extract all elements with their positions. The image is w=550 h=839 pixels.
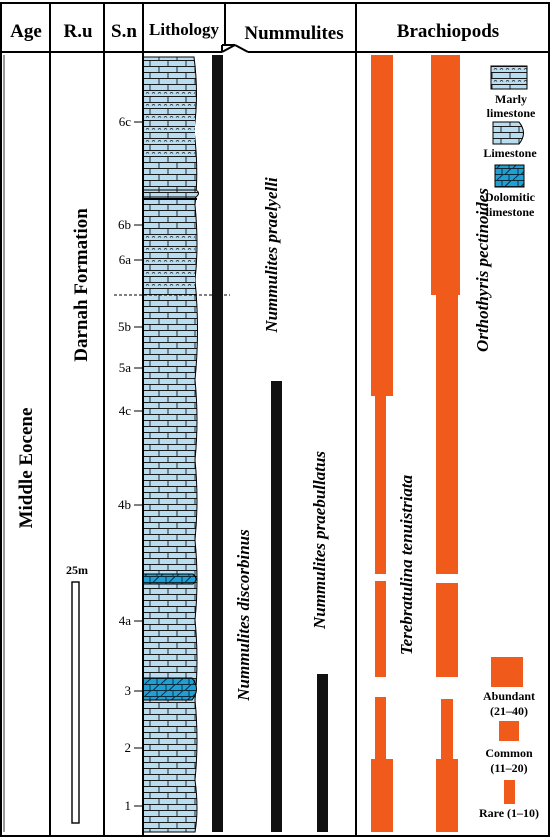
taxon-label-n-praelyelli: Nummulites praelyelli <box>262 177 281 334</box>
abundance-bar <box>441 699 453 759</box>
lithology-dolomitic-bed-lower <box>142 677 197 701</box>
orthothyris-abundance-bars <box>431 55 460 832</box>
abundance-bar <box>431 55 460 295</box>
legend-marly-limestone-line1: Marly <box>495 92 527 106</box>
scale-bar: 25m <box>66 563 88 824</box>
legend-dolomitic-limestone-line2: limestone <box>486 205 535 219</box>
header-brachiopods: Brachiopods <box>397 21 499 42</box>
taxon-label-n-praebullatus: Nummulites praebullatus <box>310 451 329 630</box>
sample-label-3: 3 <box>125 683 132 698</box>
lithology-legend: Marly limestone Limestone Dolomitic lime… <box>483 65 537 219</box>
sample-labels: 6c 6b 6a 5b 5a 4c 4b 4a 3 2 1 <box>118 114 131 813</box>
sample-label-6a: 6a <box>119 252 132 267</box>
legend-rare: Rare (1–10) <box>479 806 539 820</box>
abundance-bar <box>375 396 386 574</box>
range-bar-n-praebullatus <box>317 674 328 832</box>
sample-label-5b: 5b <box>118 319 131 334</box>
sample-ticks <box>134 121 143 807</box>
abundance-bar <box>436 583 458 677</box>
abundance-bar <box>436 295 458 574</box>
sample-label-1: 1 <box>125 798 132 813</box>
legend-common-line2: (11–20) <box>490 761 527 775</box>
abundance-swatch-rare <box>504 780 515 804</box>
header-lithology: Lithology <box>149 20 219 39</box>
sample-label-2: 2 <box>125 740 132 755</box>
sample-label-6b: 6b <box>118 217 131 232</box>
abundance-swatch-common <box>499 721 519 741</box>
legend-dolomitic-limestone-line1: Dolomitic <box>485 190 536 204</box>
legend-common-line1: Common <box>485 746 533 760</box>
abundance-bar <box>436 759 458 832</box>
limestone-swatch-icon <box>492 121 524 145</box>
abundance-bar <box>371 55 393 396</box>
lithology-marly-6b <box>143 235 195 295</box>
abundance-swatch-abundant <box>491 657 523 687</box>
abundance-bar <box>375 581 386 677</box>
header-row: Age R.u S.n Lithology Nummulites Brachio… <box>10 20 499 44</box>
sample-label-4c: 4c <box>119 403 132 418</box>
header-nummulites: Nummulites <box>244 23 343 44</box>
abundance-legend: Abundant (21–40) Common (11–20) Rare (1–… <box>479 657 539 820</box>
nummulites-range-bars <box>212 55 328 832</box>
scale-bar-label: 25m <box>66 563 88 577</box>
legend-marly-limestone-line2: limestone <box>487 106 536 120</box>
sample-label-4a: 4a <box>119 613 132 628</box>
lithology-limestone-body <box>142 56 198 833</box>
sample-label-6c: 6c <box>119 114 132 129</box>
age-label: Middle Eocene <box>16 408 37 529</box>
dolomitic-limestone-swatch-icon <box>494 164 525 188</box>
header-sample-number: S.n <box>111 21 137 42</box>
abundance-bar <box>371 759 393 832</box>
range-bar-n-praelyelli <box>271 381 282 832</box>
sample-label-5a: 5a <box>119 360 132 375</box>
taxon-label-t-tenuistriata: Terebratulina tenuistriata <box>397 474 416 655</box>
terebratulina-abundance-bars <box>371 55 393 832</box>
lithology-marly-6c <box>143 84 195 160</box>
marly-limestone-swatch-icon <box>490 65 528 90</box>
range-bar-n-discorbinus <box>212 55 223 832</box>
header-age: Age <box>10 21 42 42</box>
taxon-label-n-discorbinus: Nummulites discorbinus <box>234 529 253 702</box>
lithology-bedding-contact <box>142 189 199 198</box>
legend-abundant-line1: Abundant <box>483 689 535 703</box>
header-rock-unit: R.u <box>63 21 92 42</box>
abundance-bar <box>375 697 386 759</box>
rock-unit-label: Darnah Formation <box>71 208 92 362</box>
taxon-label-o-pectinoides: Orthothyris pectinoides <box>473 188 492 352</box>
sample-label-4b: 4b <box>118 497 131 512</box>
legend-limestone: Limestone <box>483 146 537 160</box>
lithology-column <box>142 56 199 833</box>
legend-abundant-line2: (21–40) <box>490 704 528 718</box>
lithology-dolomitic-bed-upper <box>142 573 197 585</box>
